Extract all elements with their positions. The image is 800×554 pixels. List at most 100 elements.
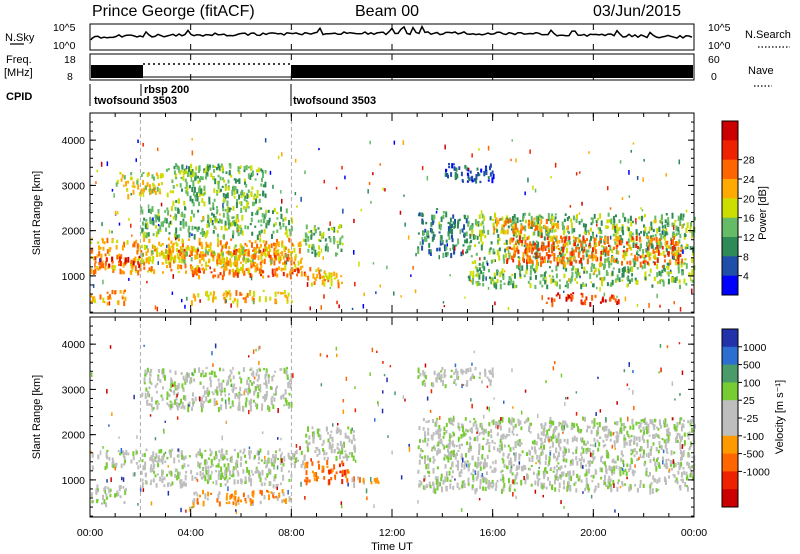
- power-cell: [147, 204, 150, 209]
- power-cell: [276, 250, 278, 256]
- velocity-cell: [135, 461, 138, 465]
- velocity-cell: [254, 471, 257, 474]
- power-cell: [673, 235, 675, 240]
- power-cell: [527, 235, 530, 240]
- velocity-cell: [649, 459, 652, 464]
- power-cell: [158, 252, 161, 257]
- velocity-cell: [269, 469, 272, 475]
- power-cell: [341, 165, 343, 170]
- power-cell: [661, 246, 664, 250]
- power-cell: [190, 257, 193, 262]
- power-cell: [507, 225, 510, 229]
- power-cell: [555, 294, 558, 297]
- power-cell: [207, 251, 210, 256]
- power-cell: [177, 209, 180, 214]
- velocity-cell: [235, 459, 238, 464]
- power-cell: [531, 265, 534, 270]
- velocity-cell: [252, 380, 255, 385]
- power-cell: [566, 217, 569, 222]
- power-cell: [551, 301, 554, 308]
- velocity-cell: [479, 423, 482, 428]
- power-cell: [510, 158, 512, 162]
- velocity-cell: [210, 492, 213, 495]
- power-cell: [260, 224, 263, 227]
- power-cell: [169, 262, 172, 269]
- velocity-cell: [290, 462, 293, 465]
- velocity-cell: [118, 485, 121, 492]
- velocity-cell: [547, 435, 550, 442]
- power-cell: [558, 256, 560, 259]
- power-cell: [227, 179, 230, 184]
- velocity-cell: [501, 488, 503, 494]
- power-cell: [495, 217, 498, 222]
- velocity-cell: [504, 435, 507, 440]
- power-cell: [285, 254, 288, 259]
- power-cell: [512, 283, 514, 289]
- power-cell: [260, 207, 263, 210]
- power-cell: [550, 176, 552, 179]
- power-colorbar-swatch: [722, 275, 738, 296]
- power-cell: [183, 213, 186, 218]
- power-cell: [342, 208, 344, 214]
- power-cell: [310, 282, 313, 287]
- power-cell: [218, 188, 221, 193]
- velocity-cell: [237, 502, 240, 505]
- velocity-cell: [177, 382, 180, 389]
- velocity-cell: [206, 497, 209, 501]
- velocity-cell: [443, 431, 446, 436]
- velocity-cell: [537, 481, 540, 487]
- velocity-cell: [630, 452, 633, 456]
- power-cell: [467, 245, 470, 251]
- velocity-cell: [119, 485, 122, 489]
- power-cell: [308, 244, 311, 248]
- velocity-cell: [613, 440, 616, 443]
- velocity-cell: [160, 459, 163, 463]
- velocity-cell: [479, 466, 482, 471]
- power-cell: [614, 298, 617, 303]
- velocity-cell: [526, 452, 528, 456]
- power-cell: [562, 225, 564, 231]
- velocity-cell: [592, 449, 595, 456]
- velocity-cell: [233, 495, 236, 501]
- power-cell: [267, 244, 270, 250]
- velocity-cell: [148, 377, 151, 382]
- velocity-cell: [148, 386, 151, 390]
- velocity-cell: [449, 467, 452, 470]
- power-cell: [243, 192, 246, 197]
- velocity-cell: [667, 458, 670, 461]
- power-cell: [580, 262, 583, 266]
- power-cell: [253, 290, 256, 297]
- power-cell: [206, 172, 209, 176]
- velocity-cell: [250, 398, 253, 404]
- power-cell: [588, 239, 591, 245]
- power-cell: [194, 297, 197, 302]
- power-cell: [680, 213, 683, 218]
- power-cell: [142, 233, 145, 238]
- power-cell: [223, 266, 226, 271]
- power-cell: [243, 178, 246, 182]
- velocity-cell: [553, 466, 556, 470]
- power-cell: [684, 246, 687, 250]
- power-cell: [209, 164, 211, 168]
- power-cell: [399, 210, 402, 215]
- velocity-cell: [621, 483, 624, 487]
- velocity-cell: [663, 420, 665, 425]
- power-cell: [652, 248, 655, 255]
- power-cell: [689, 276, 692, 282]
- power-cell: [580, 292, 583, 296]
- velocity-cell: [456, 482, 459, 489]
- power-cell: [607, 256, 610, 263]
- velocity-cell: [614, 421, 617, 425]
- velocity-cell: [197, 502, 199, 505]
- power-cell: [671, 277, 673, 283]
- velocity-cell: [541, 441, 544, 444]
- velocity-cell: [604, 461, 606, 466]
- velocity-cell: [580, 429, 583, 432]
- power-cell: [318, 239, 321, 242]
- velocity-cell: [232, 404, 235, 408]
- power-cell: [594, 267, 597, 273]
- power-cell: [151, 188, 154, 192]
- velocity-cell: [141, 392, 144, 396]
- power-cell: [675, 225, 678, 232]
- velocity-cell: [510, 420, 513, 426]
